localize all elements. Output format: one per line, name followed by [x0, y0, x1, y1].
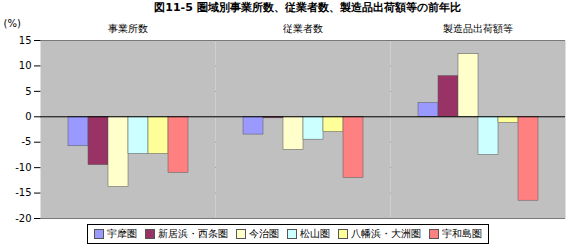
svg-text:15: 15 [19, 35, 32, 46]
svg-text:従業者数: 従業者数 [283, 23, 323, 34]
svg-text:10: 10 [19, 60, 32, 71]
html-text:八幡浜・大洲圏: 八幡浜・大洲圏 [350, 228, 421, 239]
svg-text:事業所数: 事業所数 [108, 23, 148, 34]
html-text:新居浜・西条圏: 新居浜・西条圏 [157, 228, 228, 239]
svg-text:-10: -10 [15, 162, 31, 173]
svg-text:製造品出荷額等: 製造品出荷額等 [443, 23, 513, 34]
html-text:松山圏: 松山圏 [299, 228, 330, 239]
svg-text:-20: -20 [15, 213, 31, 222]
html-text:宇摩圏: 宇摩圏 [106, 228, 137, 239]
svg-text:0: 0 [25, 111, 31, 122]
html-text:宇和島圏: 宇和島圏 [441, 228, 482, 239]
svg-text:(%): (%) [4, 18, 21, 29]
html-text:図11-5 圏域別事業所数、従業者数、製造品出荷額等の前年比: 図11-5 圏域別事業所数、従業者数、製造品出荷額等の前年比 [154, 1, 461, 14]
svg-text:-15: -15 [15, 187, 31, 198]
svg-text:5: 5 [25, 86, 31, 97]
svg-text:-5: -5 [22, 136, 32, 147]
html-text:今治圏: 今治圏 [248, 228, 279, 239]
